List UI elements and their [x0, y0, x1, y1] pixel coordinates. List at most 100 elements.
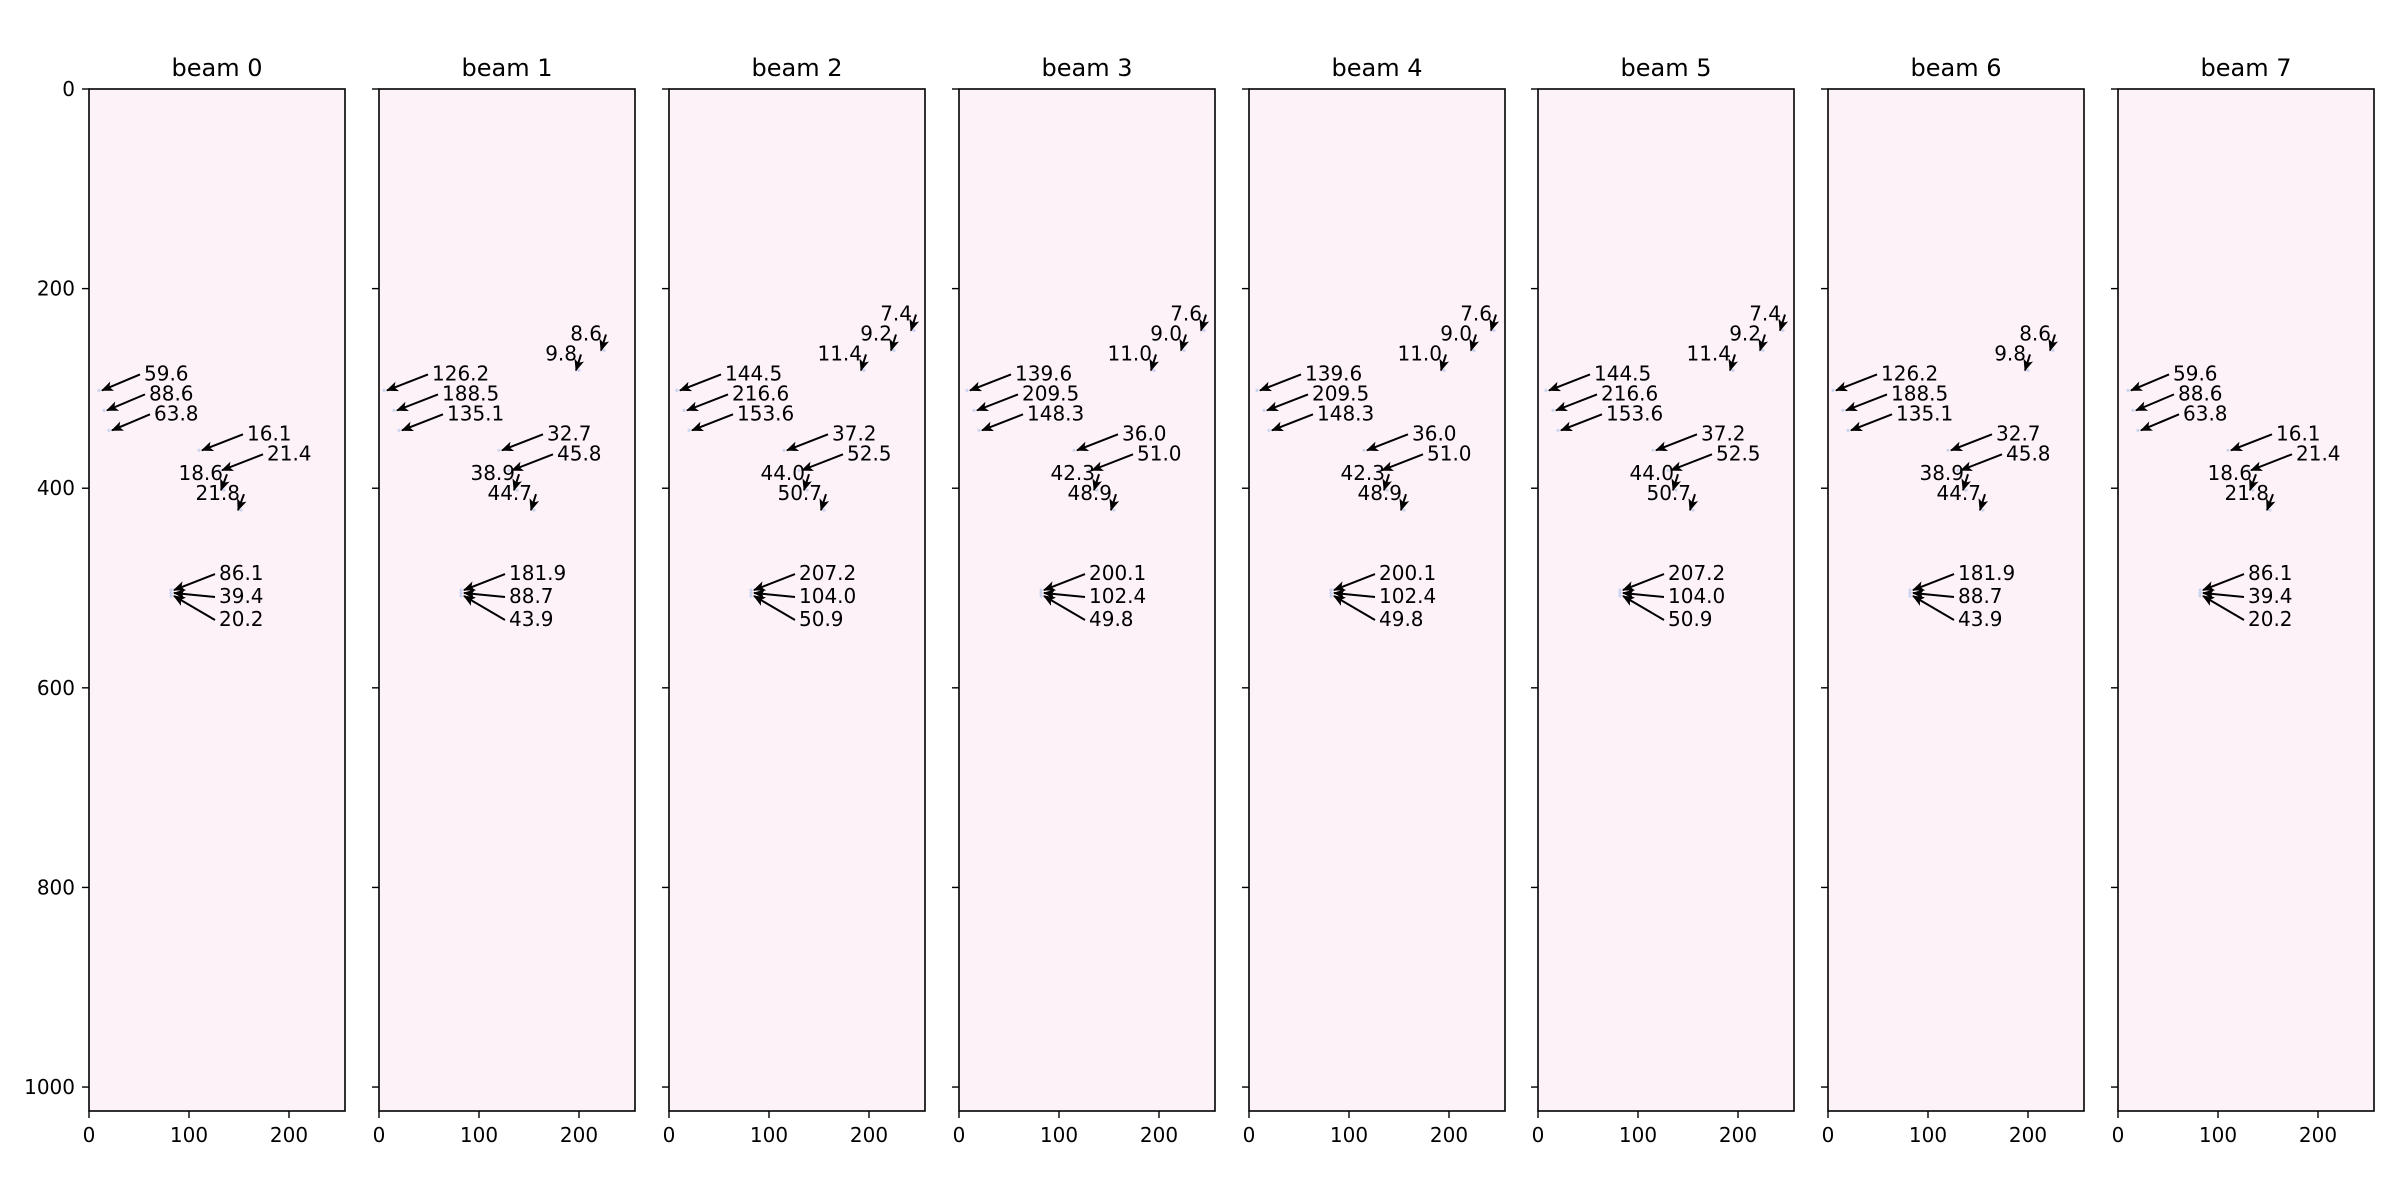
annotation-label: 102.4 [1089, 584, 1146, 608]
annotation-arrow [1758, 334, 1769, 352]
data-point [1039, 591, 1043, 595]
x-tick-label: 200 [850, 1123, 888, 1147]
annotation-arrow [221, 453, 264, 472]
data-point [749, 591, 753, 595]
annotation-label: 44.0 [1629, 461, 1674, 485]
annotation-label: 44.7 [487, 481, 532, 505]
x-tick-label: 200 [1140, 1123, 1178, 1147]
data-point [1841, 408, 1845, 412]
annotation-label: 135.1 [1896, 401, 1953, 425]
data-point [197, 448, 201, 452]
annotation-label: 216.6 [732, 381, 789, 405]
annotation-arrow [1382, 473, 1393, 492]
data-point [459, 594, 463, 598]
annotation-label: 148.3 [1317, 401, 1374, 425]
x-tick-label: 0 [373, 1123, 386, 1147]
data-point [682, 408, 686, 412]
data-point [1666, 468, 1670, 472]
annotation-label: 44.0 [760, 461, 805, 485]
annotation-label: 181.9 [509, 561, 566, 585]
data-point [107, 428, 111, 432]
data-point [1182, 348, 1186, 353]
annotation-label: 139.6 [1305, 361, 1362, 385]
data-point [1618, 594, 1622, 598]
annotation-label: 7.6 [1170, 302, 1202, 326]
y-tick-label: 800 [37, 875, 75, 899]
data-point [1908, 588, 1912, 592]
annotation-arrow [1091, 453, 1134, 472]
panel-frame [378, 88, 636, 1112]
annotation-arrow [786, 433, 829, 452]
y-tick-label: 200 [37, 277, 75, 301]
annotation-arrow [1333, 595, 1376, 621]
data-point [1956, 468, 1960, 472]
annotation-arrow [1622, 573, 1665, 591]
annotation-arrow [801, 453, 844, 472]
annotation-arrow [2249, 473, 2259, 492]
x-tick-label: 100 [1909, 1123, 1947, 1147]
annotation-label: 59.6 [2173, 361, 2218, 385]
panel-beam-0: beam 0 0 100 200 0 200 400 600 800 1000 59.688.663… [24, 54, 346, 1147]
data-point [602, 348, 606, 353]
annotation-label: 42.3 [1340, 461, 1385, 485]
annotation-arrow [1671, 473, 1682, 492]
annotation-arrow [1043, 589, 1086, 600]
annotation-arrow [511, 453, 554, 472]
data-point [1781, 328, 1785, 333]
annotation-label: 9.2 [860, 322, 892, 346]
annotation-label: 207.2 [799, 561, 856, 585]
data-point [1551, 408, 1555, 412]
y-tick-label: 1000 [24, 1075, 75, 1099]
annotation-arrow [463, 589, 506, 600]
annotation-arrow [2250, 453, 2293, 472]
data-point [1946, 448, 1950, 452]
annotation-label: 216.6 [1601, 381, 1658, 405]
annotation-label: 49.8 [1089, 607, 1134, 631]
annotation-arrow [1622, 589, 1665, 600]
annotation-label: 37.2 [832, 421, 877, 445]
annotation-arrow [2202, 589, 2245, 600]
annotation-label: 18.6 [2207, 461, 2252, 485]
data-point [1981, 508, 1985, 512]
data-point [2198, 594, 2202, 598]
annotation-label: 88.6 [2178, 381, 2223, 405]
annotation-label: 188.5 [442, 381, 499, 405]
x-tick-label: 0 [1532, 1123, 1545, 1147]
annotation-label: 21.8 [2224, 481, 2269, 505]
annotation-arrow [173, 573, 216, 591]
data-point [2246, 468, 2250, 472]
annotation-arrow [1259, 373, 1302, 392]
annotation-label: 38.9 [1919, 461, 1964, 485]
annotation-label: 9.2 [1729, 322, 1761, 346]
x-tick-label: 100 [460, 1123, 498, 1147]
data-point [1255, 388, 1259, 393]
data-point [577, 368, 581, 373]
data-point [459, 591, 463, 595]
annotation-arrow [1560, 413, 1603, 432]
annotation-label: 86.1 [219, 561, 264, 585]
data-point [1039, 588, 1043, 592]
annotation-label: 48.9 [1357, 481, 1402, 505]
annotation-arrow [237, 493, 247, 512]
x-tick-label: 200 [1430, 1123, 1468, 1147]
data-point [1618, 591, 1622, 595]
data-point [1402, 508, 1406, 512]
annotation-arrow [1850, 413, 1893, 432]
data-point [1072, 448, 1076, 452]
annotation-arrow [1670, 453, 1713, 472]
annotation-label: 20.2 [2248, 607, 2293, 631]
annotation-label: 11.0 [1397, 341, 1442, 365]
annotation-arrow [1778, 314, 1789, 332]
annotation-arrow [1333, 573, 1376, 591]
annotation-arrow [1961, 473, 1972, 492]
data-point [1691, 508, 1695, 512]
annotation-label: 11.4 [1686, 341, 1731, 365]
data-point [749, 588, 753, 592]
annotation-arrow [529, 493, 540, 512]
annotation-label: 63.8 [154, 401, 199, 425]
annotation-arrow [2202, 573, 2245, 591]
annotation-label: 50.9 [1668, 607, 1713, 631]
